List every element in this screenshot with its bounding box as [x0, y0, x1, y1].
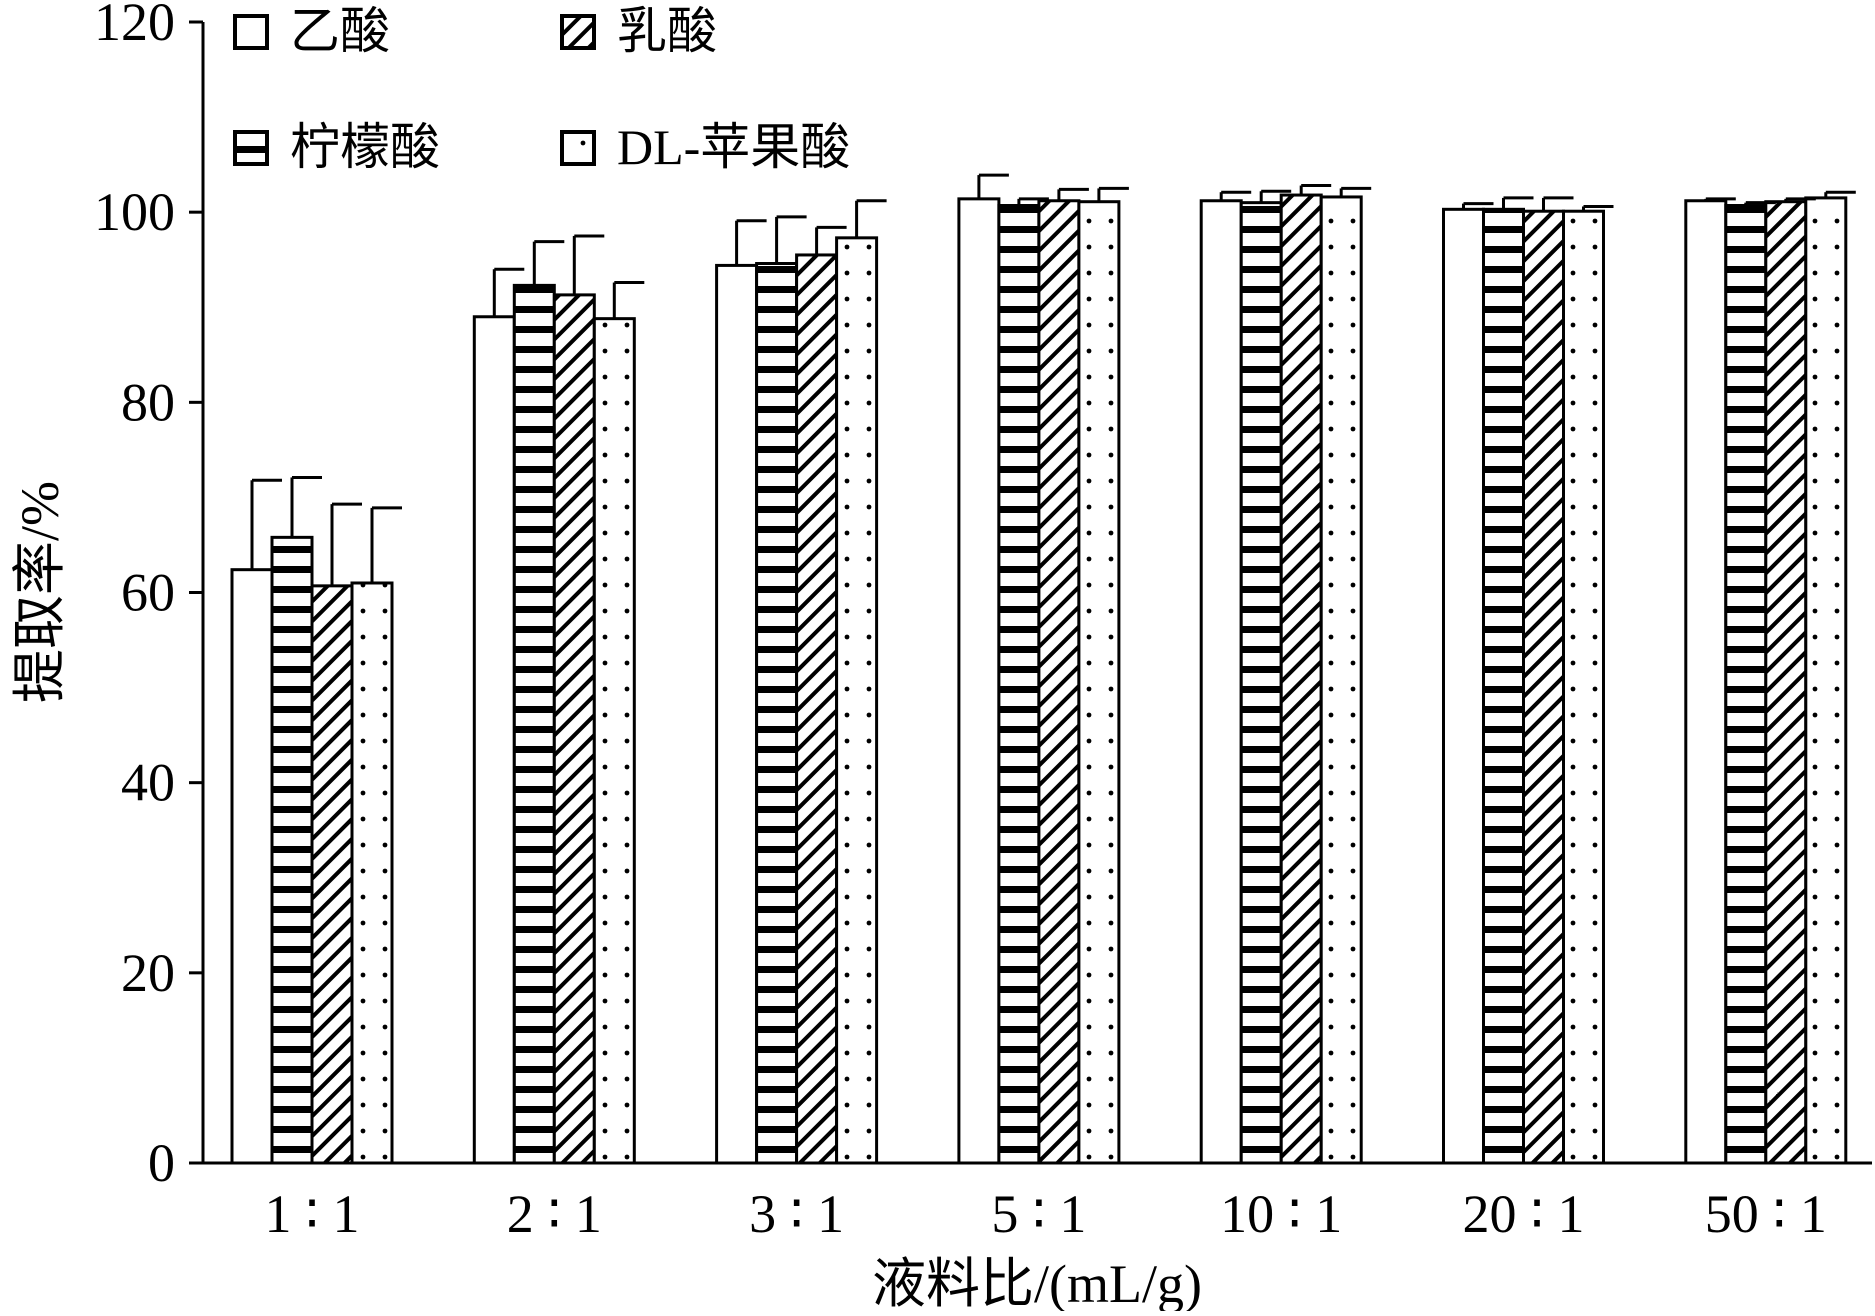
- error-bars: [250, 173, 1856, 586]
- bar: [1037, 199, 1081, 1165]
- bar: [957, 197, 1001, 1165]
- bar: [592, 317, 636, 1165]
- bar: [1199, 199, 1243, 1165]
- bar: [552, 293, 596, 1165]
- y-axis-title: 提取率/%: [10, 481, 70, 703]
- x-ticks: 1 ∶ 1 2 ∶ 1 3 ∶ 1 5 ∶ 1 10 ∶ 1 20 ∶ 1 50 ∶ 1: [264, 1184, 1826, 1244]
- y-tick-label: 120: [94, 0, 175, 52]
- x-tick-label: 3 ∶ 1: [749, 1184, 844, 1244]
- bar: [472, 315, 516, 1165]
- legend-label: 乙酸: [290, 3, 390, 59]
- bar: [1482, 207, 1525, 1165]
- y-tick-label: 100: [94, 182, 175, 242]
- legend-label: DL-苹果酸: [617, 119, 850, 175]
- bar: [1279, 193, 1323, 1165]
- bar: [1522, 209, 1565, 1165]
- bar: [1239, 201, 1283, 1165]
- legend-swatch: [233, 130, 269, 166]
- bar: [1764, 200, 1808, 1165]
- legend-label: 柠檬酸: [290, 119, 440, 175]
- bar: [1562, 209, 1605, 1165]
- x-tick-label: 5 ∶ 1: [991, 1184, 1086, 1244]
- y-ticks: 0 20 40 60 80 100 120: [94, 0, 203, 1193]
- legend-swatch: [233, 14, 269, 50]
- y-tick-label: 80: [121, 372, 175, 432]
- bars: [230, 193, 1848, 1165]
- y-tick-label: 40: [121, 753, 175, 813]
- x-tick-label: 20 ∶ 1: [1462, 1184, 1584, 1244]
- legend-swatch: [560, 14, 596, 50]
- bar: [512, 283, 556, 1165]
- bar: [1077, 200, 1121, 1165]
- bar: [230, 568, 274, 1165]
- bar: [715, 263, 759, 1165]
- bar: [1684, 199, 1728, 1165]
- bar: [1442, 207, 1485, 1165]
- x-axis-title: 液料比/(mL/g): [872, 1254, 1202, 1311]
- bar: [835, 236, 879, 1165]
- x-tick-label: 50 ∶ 1: [1705, 1184, 1827, 1244]
- bar: [1804, 196, 1848, 1165]
- x-tick-label: 10 ∶ 1: [1220, 1184, 1342, 1244]
- bar: [1319, 195, 1363, 1165]
- y-tick-label: 0: [148, 1133, 175, 1193]
- bar: [1724, 204, 1768, 1165]
- bar: [350, 581, 394, 1165]
- bar: [795, 253, 839, 1165]
- x-tick-label: 2 ∶ 1: [507, 1184, 602, 1244]
- legend-swatch: [560, 130, 596, 166]
- bar: [997, 204, 1041, 1165]
- y-tick-label: 20: [121, 943, 175, 1003]
- bar: [270, 535, 314, 1165]
- legend-label: 乳酸: [617, 3, 717, 59]
- x-tick-label: 1 ∶ 1: [264, 1184, 359, 1244]
- y-tick-label: 60: [121, 563, 175, 623]
- bar: [755, 262, 799, 1165]
- bar: [310, 584, 354, 1165]
